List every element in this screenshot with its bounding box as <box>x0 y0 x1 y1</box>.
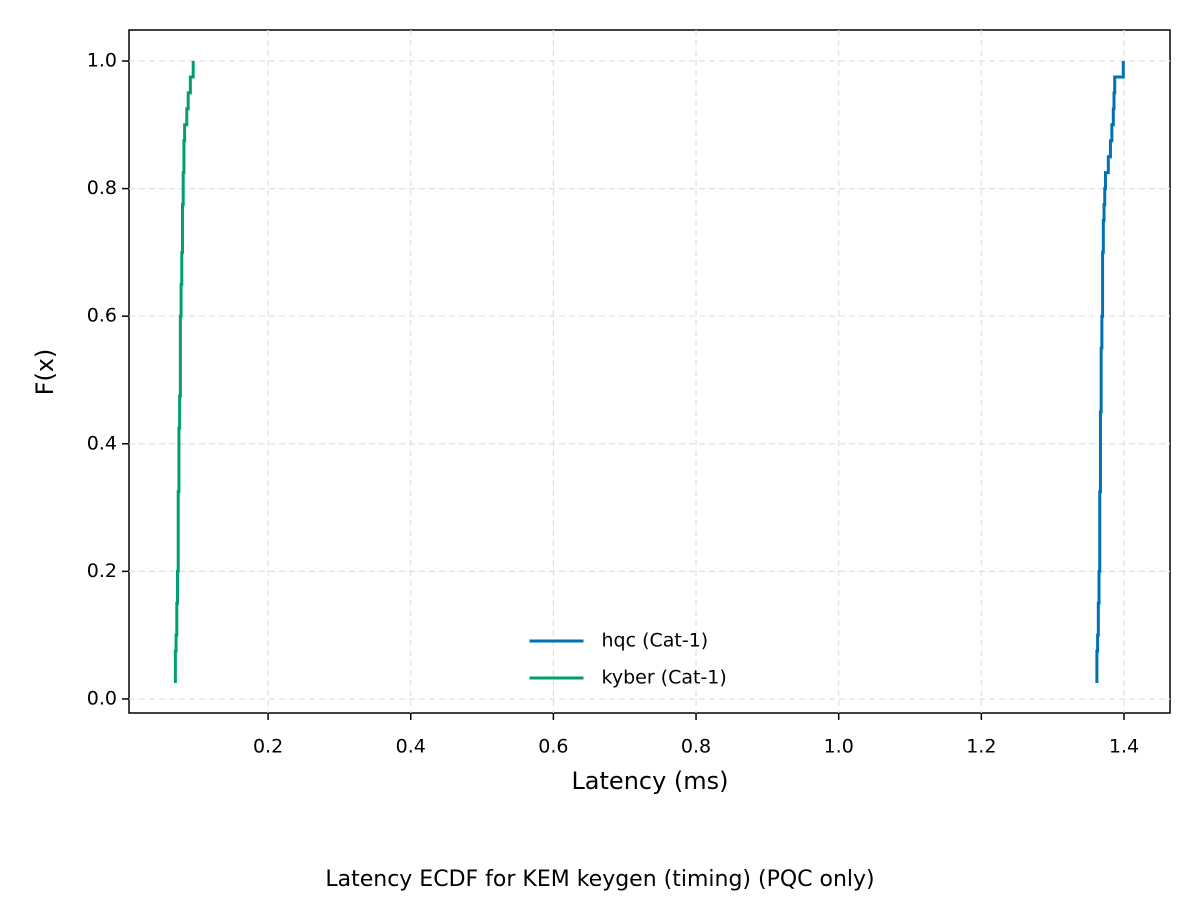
chart-title: Latency ECDF for KEM keygen (timing) (PQ… <box>325 867 874 892</box>
legend-label: kyber (Cat-1) <box>602 667 727 689</box>
y-tick-label: 0.6 <box>87 305 117 327</box>
y-axis-label: F(x) <box>31 349 59 396</box>
y-tick-label: 1.0 <box>87 50 117 72</box>
ecdf-line <box>1095 61 1125 684</box>
y-tick-label: 0.8 <box>87 177 117 199</box>
x-tick-label: 1.4 <box>1109 736 1139 758</box>
x-tick-label: 0.4 <box>396 736 426 758</box>
x-tick-label: 1.0 <box>824 736 854 758</box>
ecdf-line <box>173 61 195 684</box>
y-tick-label: 0.0 <box>87 687 117 709</box>
x-tick-label: 0.2 <box>253 736 283 758</box>
x-axis-label: Latency (ms) <box>571 767 728 795</box>
plot-frame <box>128 29 1171 714</box>
y-tick-label: 0.2 <box>87 560 117 582</box>
y-tick-label: 0.4 <box>87 432 117 454</box>
x-tick-label: 0.8 <box>681 736 711 758</box>
legend-label: hqc (Cat-1) <box>602 630 709 652</box>
x-tick-label: 0.6 <box>538 736 568 758</box>
x-tick-label: 1.2 <box>966 736 996 758</box>
